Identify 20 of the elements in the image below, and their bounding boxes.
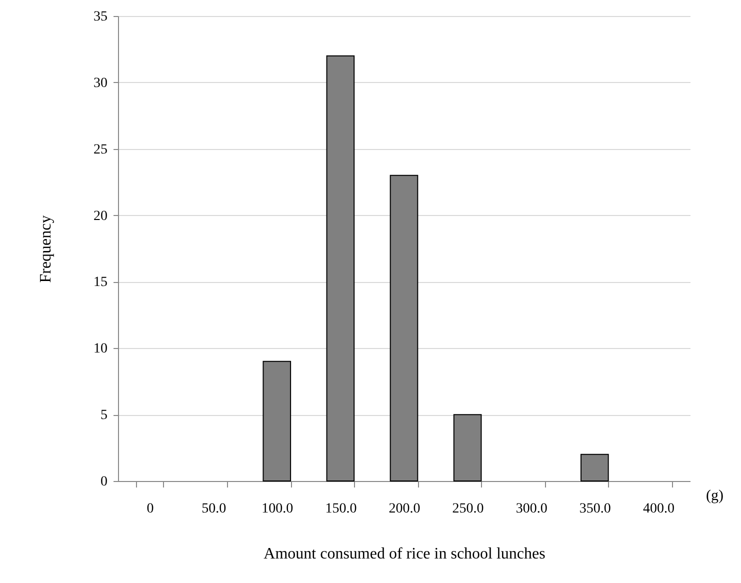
y-tick-label: 35: [94, 10, 108, 24]
y-axis-title: Frequency: [38, 215, 54, 283]
text: (g): [706, 488, 724, 505]
x-tick-label: 350.0: [579, 502, 611, 516]
y-tick-label: 30: [94, 76, 108, 91]
x-tick-label: 300.0: [516, 502, 548, 516]
y-tick-label: 25: [94, 142, 108, 158]
y-tick-label: 20: [94, 208, 108, 224]
x-tick-label: 50.0: [202, 502, 226, 516]
y-tick-label: 10: [94, 342, 108, 357]
x-tick-label: 400.0: [642, 502, 674, 516]
x-tick-label: 0: [146, 502, 154, 516]
y-tick-label: 5: [100, 408, 108, 424]
x-tick-label: 150.0: [325, 502, 357, 516]
x-tick-label: 200.0: [388, 502, 420, 516]
y-tick-label: 15: [94, 275, 108, 290]
y-tick-label: 0: [100, 474, 108, 490]
x-axis-title: Amount consumed of rice in school lunches: [264, 546, 546, 562]
x-tick-label: 100.0: [262, 502, 294, 516]
x-tick-label: 250.0: [452, 502, 484, 516]
